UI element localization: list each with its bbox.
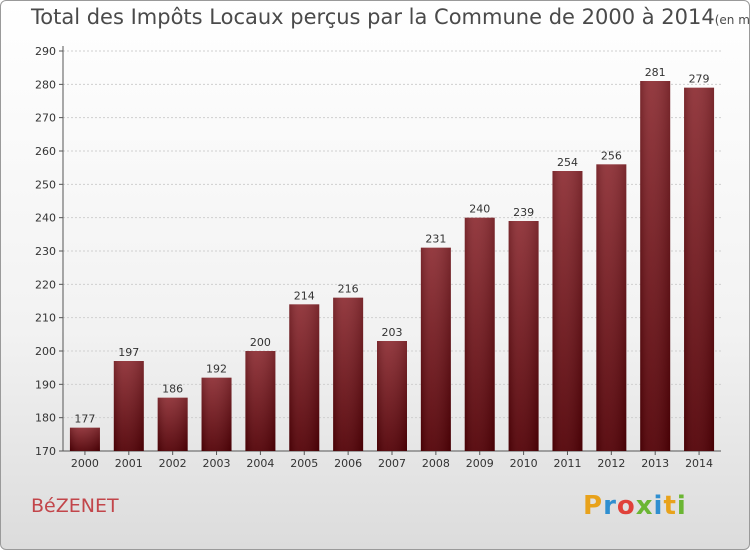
- y-tick-label: 180: [35, 412, 56, 425]
- x-tick-label: 2013: [641, 457, 669, 470]
- data-label: 186: [162, 383, 183, 396]
- bar-shade: [69, 427, 100, 451]
- logo-letter: o: [616, 491, 636, 521]
- logo-letter: r: [603, 491, 617, 521]
- x-tick-label: 2002: [159, 457, 187, 470]
- x-tick-label: 2010: [510, 457, 538, 470]
- bar-shade: [640, 81, 671, 451]
- x-tick-label: 2006: [334, 457, 362, 470]
- logo-letter: i: [653, 491, 664, 521]
- bar-shade: [245, 351, 276, 451]
- data-label: 256: [601, 149, 622, 162]
- data-label: 200: [250, 336, 271, 349]
- chart-title: Total des Impôts Locaux perçus par la Co…: [31, 5, 750, 29]
- data-label: 240: [469, 203, 490, 216]
- commune-name: BéZENET: [31, 495, 119, 517]
- y-tick-label: 260: [35, 145, 56, 158]
- x-tick-label: 2011: [553, 457, 581, 470]
- logo-letter: x: [635, 491, 654, 521]
- x-tick-label: 2003: [203, 457, 231, 470]
- y-tick-label: 270: [35, 112, 56, 125]
- x-tick-label: 2004: [246, 457, 274, 470]
- data-label: 203: [382, 326, 403, 339]
- x-tick-label: 2005: [290, 457, 318, 470]
- y-tick-label: 230: [35, 245, 56, 258]
- bar-shade: [333, 297, 364, 451]
- x-tick-label: 2008: [422, 457, 450, 470]
- y-tick-label: 280: [35, 78, 56, 91]
- logo-letter: i: [676, 491, 687, 521]
- bar-shade: [684, 87, 715, 452]
- data-label: 239: [513, 206, 534, 219]
- bar-shade: [289, 304, 320, 451]
- bar-shade: [157, 397, 188, 451]
- y-tick-label: 210: [35, 312, 56, 325]
- data-label: 254: [557, 156, 578, 169]
- x-tick-label: 2000: [71, 457, 99, 470]
- bar-shade: [552, 171, 583, 451]
- y-tick-label: 250: [35, 178, 56, 191]
- data-label: 192: [206, 363, 227, 376]
- bar-shade: [201, 377, 232, 451]
- chart-unit: (en milliers d'€): [714, 13, 750, 27]
- x-tick-label: 2001: [115, 457, 143, 470]
- data-label: 177: [74, 413, 95, 426]
- bar-shade: [596, 164, 627, 452]
- data-label: 279: [689, 73, 710, 86]
- y-tick-label: 170: [35, 445, 56, 458]
- y-tick-label: 220: [35, 278, 56, 291]
- x-tick-label: 2012: [597, 457, 625, 470]
- y-tick-label: 200: [35, 345, 56, 358]
- data-label: 216: [338, 283, 359, 296]
- data-label: 197: [118, 346, 139, 359]
- x-tick-label: 2014: [685, 457, 713, 470]
- bar-shade: [377, 341, 407, 451]
- bar-shade: [113, 361, 144, 451]
- y-tick-label: 290: [35, 45, 56, 58]
- proxiti-logo: Proxiti: [583, 491, 687, 521]
- data-label: 214: [294, 289, 315, 302]
- x-tick-label: 2007: [378, 457, 406, 470]
- logo-letter: t: [663, 491, 677, 521]
- bar-shade: [508, 221, 539, 451]
- data-label: 231: [425, 233, 446, 246]
- x-tick-label: 2009: [466, 457, 494, 470]
- y-tick-label: 240: [35, 212, 56, 225]
- y-tick-label: 190: [35, 378, 56, 391]
- logo-letter: P: [583, 491, 604, 521]
- bar-shade: [420, 247, 451, 451]
- data-label: 281: [645, 66, 666, 79]
- chart-title-text: Total des Impôts Locaux perçus par la Co…: [31, 5, 715, 29]
- bar-shade: [464, 217, 495, 451]
